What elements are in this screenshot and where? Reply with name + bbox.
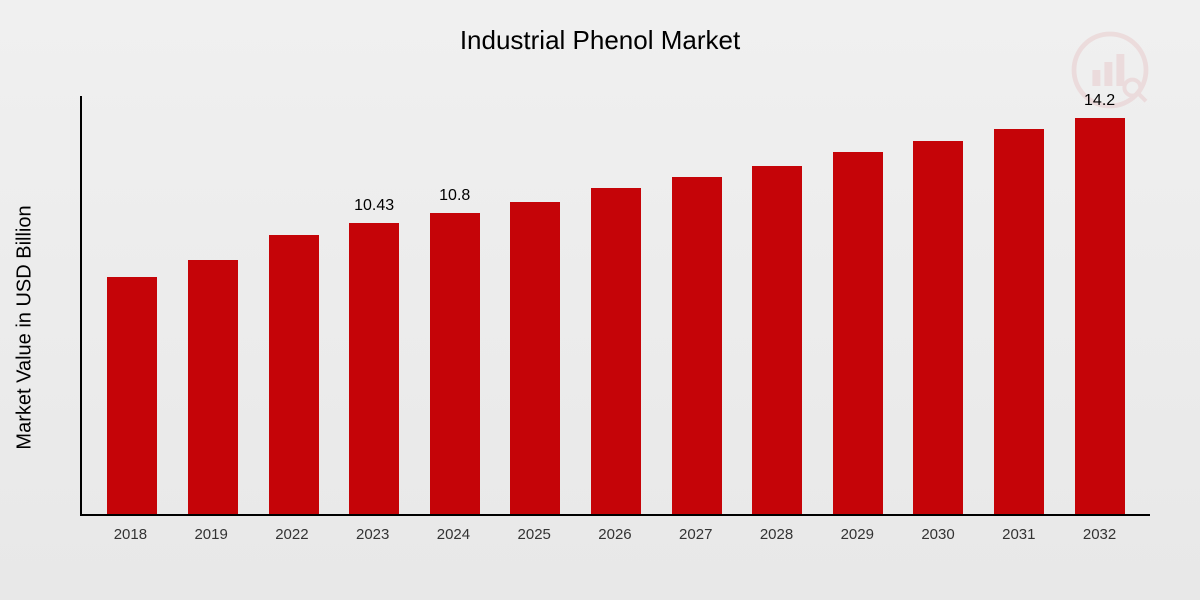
chart-title: Industrial Phenol Market [0,0,1200,66]
bar [107,277,157,514]
bar-value-label: 14.2 [1084,92,1115,110]
bar-value-label: 10.8 [439,187,470,205]
bar-group [253,96,334,514]
x-axis-category: 2030 [898,516,979,556]
bar-group [817,96,898,514]
y-axis-label: Market Value in USD Billion [14,205,37,449]
bar-group [173,96,254,514]
bar [269,235,319,514]
x-axis-category: 2027 [655,516,736,556]
bar-group [979,96,1060,514]
bar [672,177,722,514]
x-axis-category: 2032 [1059,516,1140,556]
bar-group [576,96,657,514]
bar-group [898,96,979,514]
chart-container: Market Value in USD Billion 10.4310.814.… [70,76,1150,556]
bar [913,141,963,514]
x-axis-category: 2024 [413,516,494,556]
bar [833,152,883,514]
bar [349,223,399,514]
x-axis-category: 2025 [494,516,575,556]
bar-value-label: 10.43 [354,197,394,215]
bar [1075,118,1125,514]
bar [510,202,560,514]
bar-group [495,96,576,514]
x-axis-category: 2026 [575,516,656,556]
bar [188,260,238,514]
bar-group [92,96,173,514]
bar [994,129,1044,514]
x-axis-labels: 2018201920222023202420252026202720282029… [80,516,1150,556]
x-axis-category: 2022 [252,516,333,556]
x-axis-category: 2018 [90,516,171,556]
x-axis-category: 2028 [736,516,817,556]
x-axis-category: 2019 [171,516,252,556]
plot-area: 10.43 10.8 14.2 [80,96,1150,516]
bar-group: 10.43 [334,96,415,514]
x-axis-category: 2031 [978,516,1059,556]
bar-group: 14.2 [1059,96,1140,514]
bar [430,213,480,514]
bars-area: 10.43 10.8 14.2 [82,96,1150,514]
bar [591,188,641,514]
bar-group: 10.8 [414,96,495,514]
x-axis-category: 2023 [332,516,413,556]
x-axis-category: 2029 [817,516,898,556]
bar-group [737,96,818,514]
bar [752,166,802,514]
bar-group [656,96,737,514]
